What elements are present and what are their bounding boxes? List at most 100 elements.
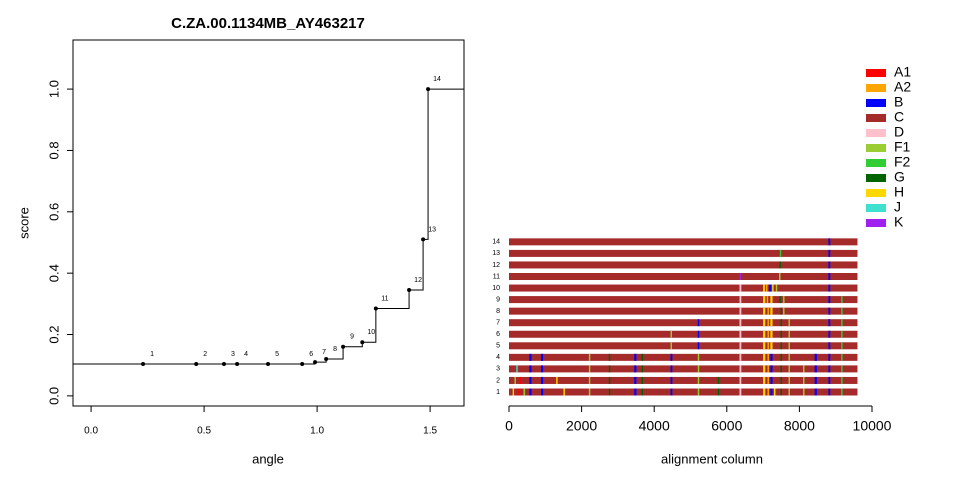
segment: [828, 273, 831, 280]
segment: [763, 330, 766, 338]
legend-swatch: [866, 219, 886, 227]
point: [341, 344, 346, 349]
alignment-bar: [509, 365, 858, 373]
segment: [739, 376, 742, 384]
alignment-bar: [509, 238, 858, 246]
legend-swatch: [866, 204, 886, 212]
segment: [697, 376, 700, 384]
segment: [739, 353, 742, 361]
segment: [767, 365, 769, 373]
segment: [608, 376, 611, 384]
segment: [767, 342, 769, 350]
segment: [767, 353, 769, 361]
segment: [523, 388, 525, 396]
point-label: 9: [350, 334, 354, 341]
segment: [563, 388, 565, 396]
segment: [763, 365, 766, 373]
segment: [540, 376, 544, 384]
x-tick-label: 0.5: [197, 426, 211, 437]
segment: [634, 365, 637, 373]
segment: [814, 365, 817, 373]
plot-frame: [72, 39, 465, 407]
alignment-bar: [509, 284, 858, 292]
segment: [828, 342, 831, 350]
segment: [841, 319, 843, 327]
segment: [767, 307, 769, 315]
alignment-bar: [509, 261, 858, 269]
segment: [828, 330, 831, 338]
segment: [717, 388, 720, 396]
segment: [608, 365, 611, 373]
segment: [739, 342, 742, 350]
row-label: 3: [496, 366, 500, 373]
segment: [767, 376, 769, 384]
segment: [529, 365, 532, 373]
segment: [739, 365, 742, 373]
segment: [770, 365, 773, 373]
segment: [739, 307, 742, 315]
legend-label: B: [894, 94, 903, 110]
segment: [788, 319, 790, 327]
segment: [739, 296, 742, 304]
segment: [529, 388, 532, 396]
row-label: 6: [496, 331, 500, 338]
segment: [697, 365, 700, 373]
segment: [828, 376, 831, 384]
segment: [608, 353, 611, 361]
row-label: 2: [496, 377, 500, 384]
x-tick-label: 2000: [566, 418, 597, 434]
alignment-bar: [509, 249, 858, 257]
alignment-bar: [509, 376, 858, 384]
x-axis-label: angle: [252, 451, 284, 466]
legend-swatch: [866, 189, 886, 197]
segment: [514, 376, 516, 384]
segment: [770, 296, 773, 304]
x-axis-label: alignment column: [661, 451, 763, 466]
segment: [717, 376, 720, 384]
segment: [773, 388, 776, 396]
segment: [814, 388, 817, 396]
y-tick-label: 0.0: [46, 387, 61, 405]
segment: [739, 284, 742, 292]
row-label: 12: [492, 262, 500, 269]
segment: [634, 388, 637, 396]
alignment-bar: [509, 342, 858, 350]
segment: [841, 376, 843, 384]
segment: [739, 319, 742, 327]
segment: [779, 261, 781, 269]
segment: [588, 388, 591, 396]
row-label: 9: [496, 296, 500, 303]
point: [407, 288, 412, 293]
segment: [803, 388, 805, 396]
segment: [814, 353, 817, 361]
segment: [814, 376, 817, 384]
point-label: 4: [244, 351, 248, 358]
row-label: 1: [496, 389, 500, 396]
segment: [763, 376, 766, 384]
segment: [766, 284, 768, 292]
segment: [641, 376, 643, 384]
segment: [841, 342, 843, 350]
segment: [780, 353, 782, 361]
segment: [540, 365, 544, 373]
segment: [841, 365, 843, 373]
y-axis-label: score: [16, 207, 31, 239]
segment: [828, 284, 831, 292]
x-tick-label: 8000: [784, 418, 815, 434]
segment: [779, 273, 781, 280]
row-label: 14: [492, 239, 500, 246]
segment: [828, 388, 831, 396]
segment: [841, 296, 843, 304]
segment: [779, 249, 782, 257]
point-label: 10: [367, 329, 375, 336]
segment: [772, 284, 774, 292]
segment: [670, 330, 672, 338]
segment: [608, 388, 611, 396]
segment: [670, 365, 673, 373]
legend-label: C: [894, 109, 904, 125]
x-tick-label: 10000: [853, 418, 892, 434]
segment: [780, 342, 782, 350]
row-label: 11: [493, 273, 500, 280]
row-label: 7: [496, 320, 500, 327]
segment: [841, 388, 843, 396]
